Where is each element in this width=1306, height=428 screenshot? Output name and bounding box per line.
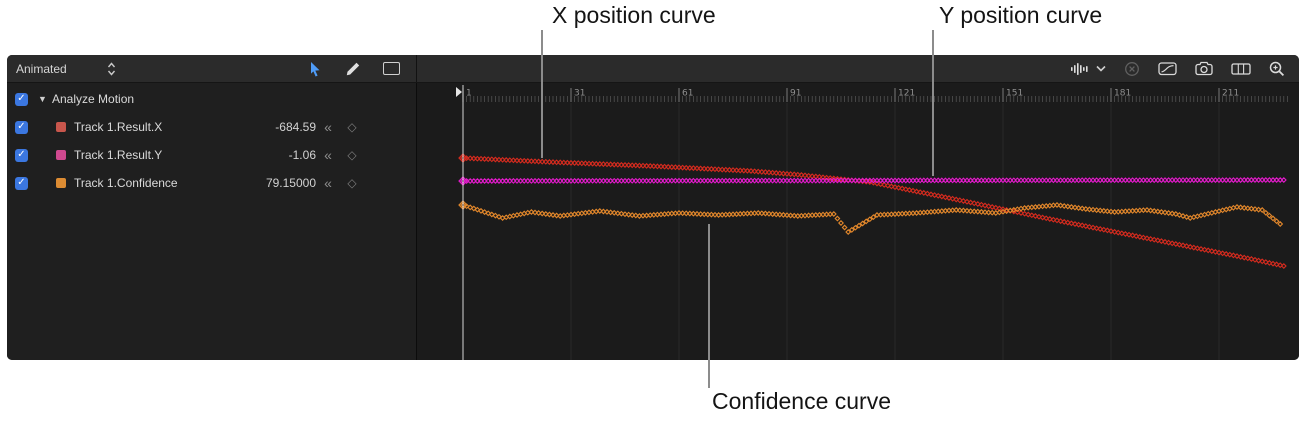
row-checkbox[interactable]: ✓ — [15, 176, 28, 190]
y-curve-callout-line — [932, 30, 934, 176]
ruler-label: 91 — [790, 89, 801, 99]
header-right — [417, 55, 1299, 82]
y-curve-annotation: Y position curve — [939, 2, 1103, 28]
curve-set-label: Animated — [16, 61, 67, 76]
parameter-row-result-x[interactable]: ✓ Track 1.Result.X -684.59 « ◇ — [7, 113, 416, 141]
ruler-minor-ticks[interactable] — [462, 96, 1288, 102]
select-cursor-tool-icon[interactable] — [307, 61, 323, 77]
previous-keyframe-icon[interactable]: « — [324, 175, 332, 191]
parameter-row-analyze-motion[interactable]: ✓ ▼ Analyze Motion — [7, 85, 416, 113]
checkmark-icon: ✓ — [17, 121, 26, 132]
row-label: Analyze Motion — [52, 92, 135, 106]
film-frames-icon[interactable] — [1231, 62, 1251, 76]
stepper-chevrons-icon[interactable] — [107, 61, 116, 76]
ruler-label: 31 — [574, 89, 585, 99]
previous-keyframe-icon[interactable]: « — [324, 147, 332, 163]
parameter-row-result-y[interactable]: ✓ Track 1.Result.Y -1.06 « ◇ — [7, 141, 416, 169]
checkmark-icon: ✓ — [17, 93, 26, 104]
row-label: Track 1.Confidence — [74, 176, 178, 190]
start-keyframe-diamond[interactable] — [458, 176, 468, 186]
pencil-tool-icon[interactable] — [345, 61, 361, 77]
ruler-label: 151 — [1006, 89, 1023, 99]
confidence-curve-annotation: Confidence curve — [712, 388, 891, 414]
curve-snapshot-icon[interactable] — [1158, 61, 1177, 76]
keyframe-diamond-icon[interactable]: ◇ — [347, 120, 357, 134]
x-curve-annotation: X position curve — [552, 2, 716, 28]
row-checkbox[interactable]: ✓ — [15, 120, 28, 134]
keyframe-diamond-icon[interactable]: ◇ — [347, 148, 357, 162]
row-checkbox[interactable]: ✓ — [15, 92, 28, 106]
value-field[interactable]: 79.15000 — [265, 176, 316, 190]
curve-graph-svg: 1 31 61 91 121 151 181 211 — [456, 85, 1288, 360]
row-label: Track 1.Result.Y — [74, 148, 163, 162]
value-field[interactable]: -1.06 — [288, 148, 316, 162]
grid-lines — [570, 103, 1220, 360]
parameter-list: ✓ ▼ Analyze Motion ✓ Track 1.Result.X -6… — [7, 83, 417, 360]
curve-color-swatch — [56, 178, 66, 188]
chevron-down-icon[interactable] — [1096, 65, 1106, 72]
row-label: Track 1.Result.X — [74, 120, 163, 134]
row-checkbox[interactable]: ✓ — [15, 148, 28, 162]
disclosure-triangle-icon[interactable]: ▼ — [38, 94, 47, 104]
keyframe-diamond-icon[interactable]: ◇ — [347, 176, 357, 190]
curve-graph: 1 31 61 91 121 151 181 211 — [417, 83, 1299, 360]
curve-color-swatch — [56, 150, 66, 160]
curve-track-1-confidence[interactable] — [460, 202, 1284, 235]
keyframe-editor: Animated — [7, 55, 1299, 360]
curve-color-swatch — [56, 122, 66, 132]
ruler-label: 211 — [1222, 89, 1239, 99]
checkmark-icon: ✓ — [17, 177, 26, 188]
curve-set-popup[interactable]: Animated — [7, 62, 116, 76]
curve-track-1-result-y[interactable] — [460, 177, 1287, 184]
x-curve-callout-line — [541, 30, 543, 158]
audio-waveform-icon[interactable] — [1070, 62, 1088, 76]
marquee-tool-icon[interactable] — [383, 62, 400, 75]
camera-icon[interactable] — [1195, 61, 1213, 76]
clear-curve-list-icon[interactable] — [1124, 61, 1140, 77]
ruler-label: 181 — [1114, 89, 1131, 99]
checkmark-icon: ✓ — [17, 149, 26, 160]
playhead-marker-icon[interactable] — [456, 87, 462, 97]
confidence-callout-line — [708, 224, 710, 388]
edit-tools — [307, 61, 416, 77]
value-field[interactable]: -684.59 — [275, 120, 316, 134]
ruler-label: 61 — [682, 89, 693, 99]
editor-body: ✓ ▼ Analyze Motion ✓ Track 1.Result.X -6… — [7, 83, 1299, 360]
start-keyframe-diamond[interactable] — [458, 200, 468, 210]
editor-header: Animated — [7, 55, 1299, 83]
start-keyframe-diamond[interactable] — [458, 153, 468, 163]
previous-keyframe-icon[interactable]: « — [324, 119, 332, 135]
header-left: Animated — [7, 55, 417, 82]
ruler-label: 121 — [898, 89, 915, 99]
zoom-icon[interactable] — [1269, 61, 1285, 77]
ruler-label: 1 — [466, 89, 472, 99]
parameter-row-confidence[interactable]: ✓ Track 1.Confidence 79.15000 « ◇ — [7, 169, 416, 197]
